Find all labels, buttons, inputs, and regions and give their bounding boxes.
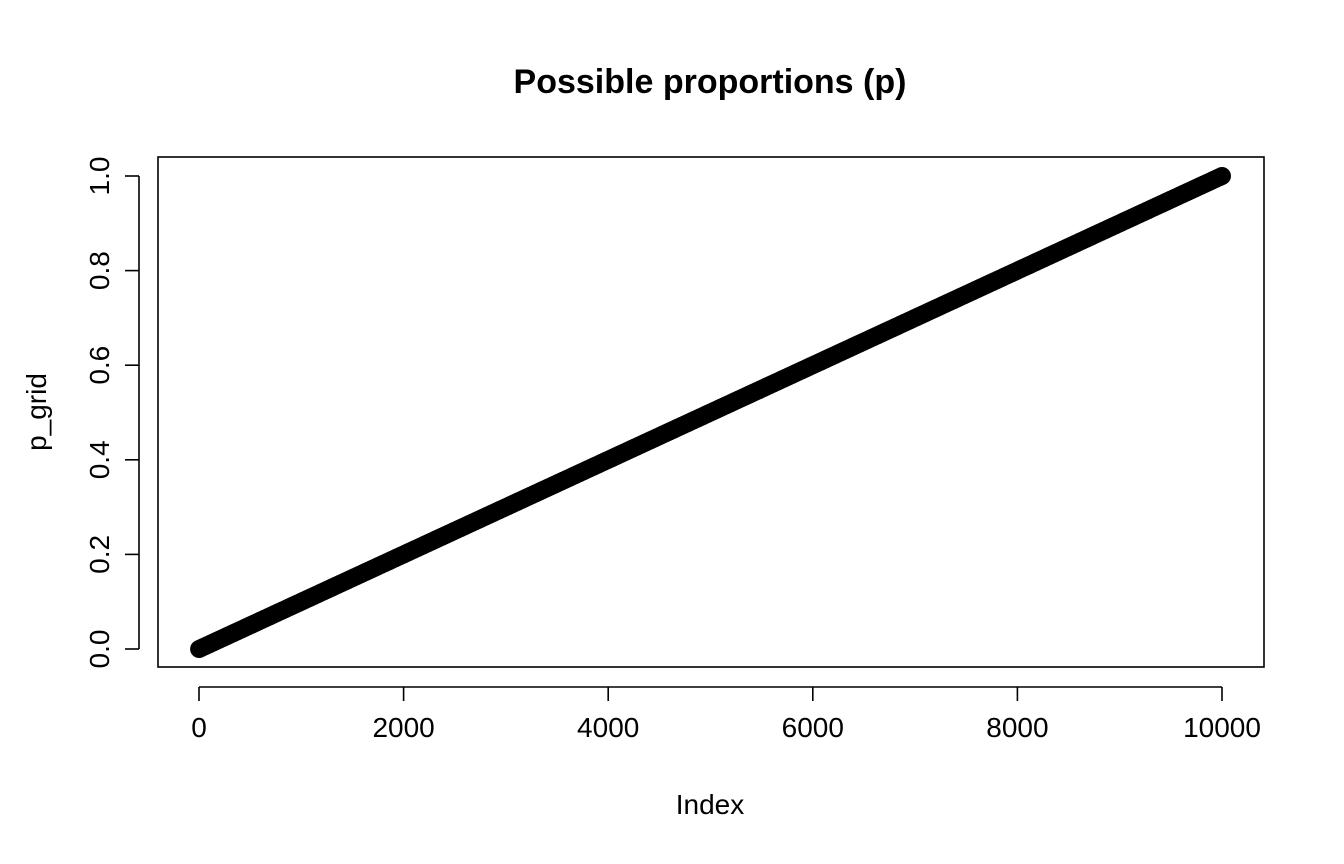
y-tick-label: 0.2 xyxy=(84,535,115,574)
x-tick-label: 2000 xyxy=(372,712,434,743)
y-axis-label: p_grid xyxy=(21,373,52,451)
x-axis: 0 2000 4000 6000 8000 10000 xyxy=(191,686,1261,743)
x-tick-label: 10000 xyxy=(1183,712,1261,743)
plot-frame xyxy=(157,156,1265,668)
data-point xyxy=(1213,167,1231,185)
x-tick-label: 6000 xyxy=(782,712,844,743)
x-tick-label: 8000 xyxy=(986,712,1048,743)
y-tick-label: 0.4 xyxy=(84,440,115,479)
x-tick-label: 4000 xyxy=(577,712,639,743)
y-tick-label: 0.0 xyxy=(84,630,115,669)
y-tick-label: 0.8 xyxy=(84,251,115,290)
y-tick-label: 0.6 xyxy=(84,346,115,385)
data-series xyxy=(190,167,1231,658)
x-axis-label: Index xyxy=(676,789,745,820)
y-axis: 0.0 0.2 0.4 0.6 0.8 1.0 xyxy=(84,157,140,669)
chart-title: Possible proportions (p) xyxy=(514,63,907,101)
y-tick-label: 1.0 xyxy=(84,157,115,196)
x-tick-label: 0 xyxy=(191,712,207,743)
